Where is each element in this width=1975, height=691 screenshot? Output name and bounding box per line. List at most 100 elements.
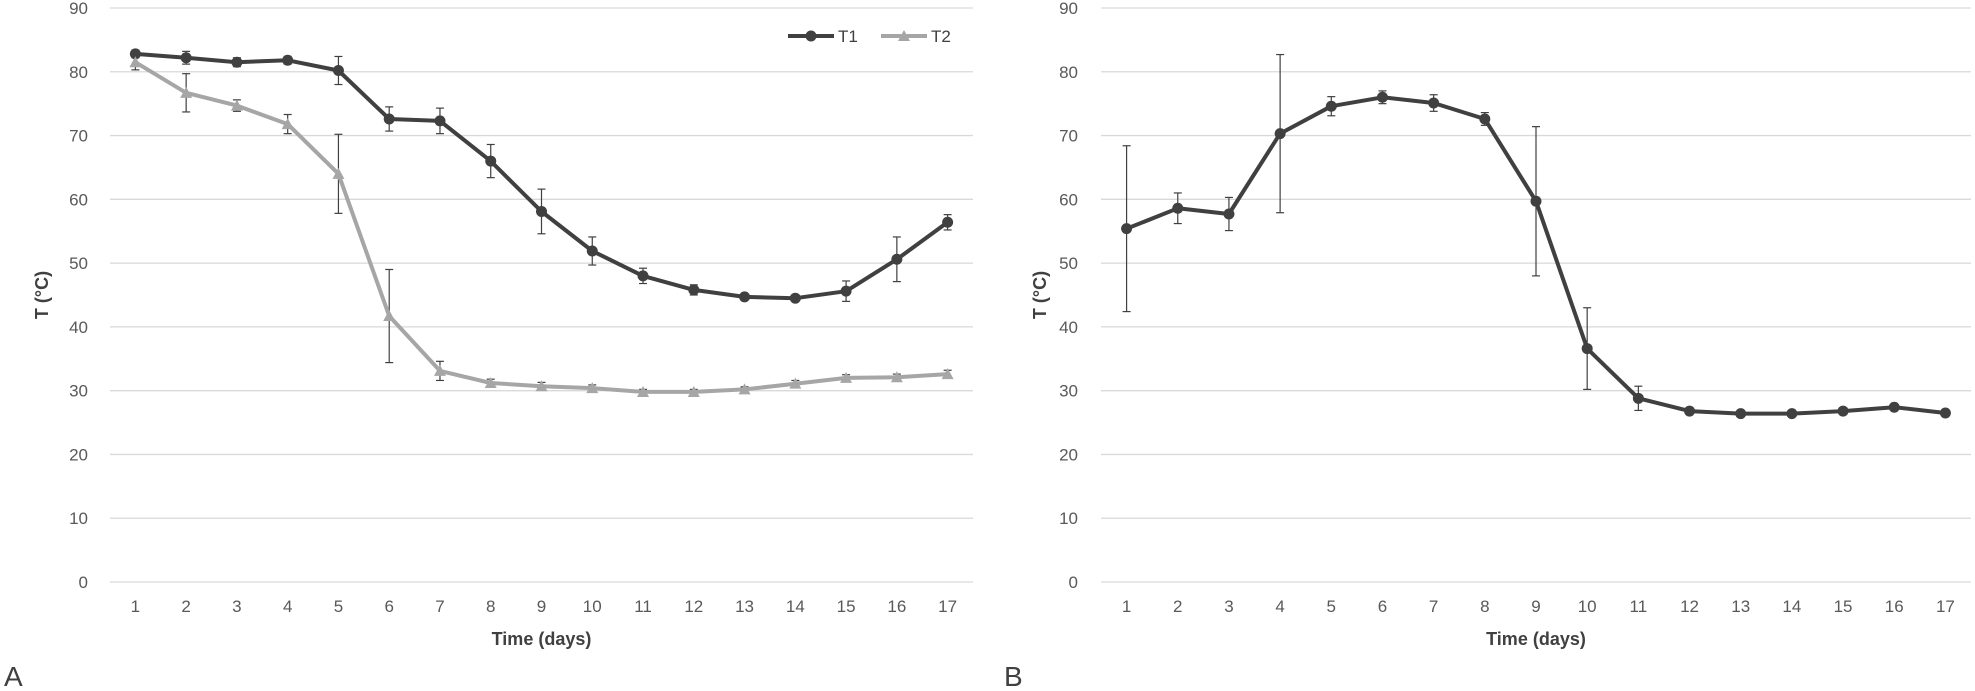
data-point [942,216,954,228]
data-point [688,284,700,296]
data-point [281,118,294,130]
data-point [1735,408,1747,420]
x-tick-label: 4 [283,597,292,616]
series-T2 [129,53,954,397]
data-point [1684,405,1696,417]
data-point [485,155,497,167]
data-point [129,56,142,68]
gridlines [110,7,973,583]
x-tick-label: 11 [634,597,652,616]
y-tick-label: 70 [1059,127,1078,146]
x-tick-label: 2 [181,597,190,616]
x-tick-label: 12 [684,597,703,616]
x-tick-label: 15 [1834,597,1853,616]
x-tick-label: 1 [131,597,140,616]
legend-item-T1: T1 [788,27,858,46]
data-point [484,377,497,389]
data-point [789,377,802,389]
x-tick-label: 1 [1122,597,1131,616]
legend-item-T2: T2 [881,27,951,46]
x-tick-label: 8 [1480,597,1489,616]
y-tick-label: 60 [69,190,88,209]
legend: T1 T2 [788,27,951,46]
data-point [1939,407,1951,419]
data-point [383,310,396,322]
data-point [1479,113,1491,125]
x-tick-label: 13 [1731,597,1750,616]
y-tick-label: 0 [1069,573,1078,592]
y-tick-label: 80 [69,63,88,82]
legend-swatch-marker [898,30,910,41]
gridlines [1101,7,1971,583]
y-tick-label: 40 [1059,318,1078,337]
panel-label: A [4,661,23,691]
data-point [180,52,192,64]
x-tick-label: 4 [1275,597,1284,616]
data-point [180,86,193,98]
x-tick-label: 6 [1378,597,1387,616]
x-tick-label: 3 [232,597,241,616]
x-tick-label: 7 [435,597,444,616]
x-tick-label: 7 [1429,597,1438,616]
legend-label: T2 [931,27,951,46]
y-tick-label: 0 [79,573,88,592]
data-point [1632,392,1644,404]
x-tick-label: 14 [1782,597,1801,616]
legend-label: T1 [838,27,858,46]
x-axis-title: Time (days) [492,629,592,649]
y-tick-label: 90 [1059,0,1078,18]
data-point [231,56,243,68]
series-series-0 [1121,53,1951,420]
y-tick-label: 20 [69,445,88,464]
data-point [230,99,243,111]
y-tick-label: 70 [69,127,88,146]
data-point [332,167,345,179]
y-tick-label: 10 [69,509,88,528]
data-point [586,245,598,257]
x-tick-label: 9 [537,597,546,616]
data-point [282,54,294,66]
x-tick-label: 10 [1578,597,1597,616]
x-tick-label: 8 [486,597,495,616]
y-tick-label: 30 [1059,382,1078,401]
chart-panel-a: 0 10 20 30 40 50 60 70 80 90 1 2 3 4 5 6 7 8 9 10 11 12 13 14 15… [4,0,973,691]
data-point [1581,343,1593,355]
y-axis-title: T (°C) [32,271,52,319]
series-line [135,51,949,301]
data-point [1428,97,1440,109]
y-axis-title: T (°C) [1030,271,1050,319]
y-tick-label: 10 [1059,509,1078,528]
data-point [637,385,650,397]
x-tick-label: 2 [1173,597,1182,616]
x-tick-label: 13 [735,597,754,616]
x-tick-label: 11 [1630,597,1648,616]
data-point [434,115,446,127]
y-tick-label: 80 [1059,63,1078,82]
data-point [1172,202,1184,214]
data-point [1376,91,1388,103]
x-tick-label: 5 [334,597,343,616]
data-point [941,368,954,380]
data-point [535,380,548,392]
y-tick-label: 90 [69,0,88,18]
x-tick-label: 16 [1885,597,1904,616]
data-point [1837,405,1849,417]
y-tick-label: 60 [1059,190,1078,209]
x-tick-label: 6 [384,597,393,616]
y-tick-label: 30 [69,382,88,401]
data-point [637,270,649,282]
data-point [586,382,599,394]
data-point [433,364,446,376]
data-point [536,205,547,217]
data-point [1325,100,1337,112]
x-tick-label: 17 [938,597,957,616]
x-tick-label: 12 [1680,597,1699,616]
data-point [840,285,852,297]
x-axis-title: Time (days) [1486,629,1586,649]
y-tick-label: 50 [69,254,88,273]
data-point [1888,401,1900,413]
data-point [891,253,903,265]
data-point [789,292,801,304]
data-point [1223,208,1235,220]
data-point [332,65,344,77]
